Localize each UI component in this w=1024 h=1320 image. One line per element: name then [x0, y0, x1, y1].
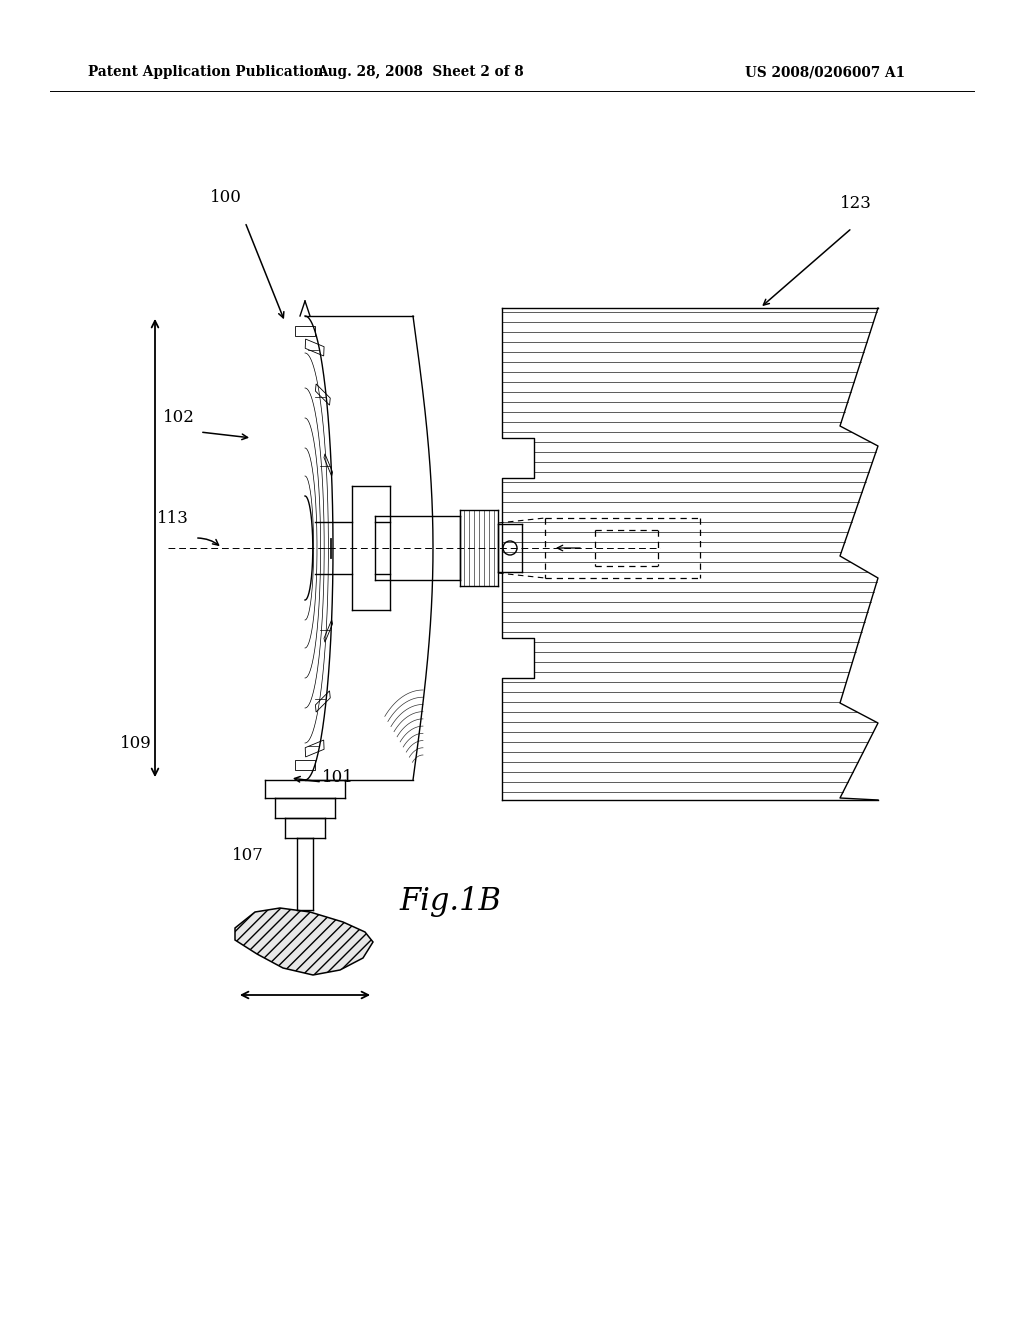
Text: 107: 107 — [232, 847, 264, 865]
Text: 101: 101 — [322, 770, 354, 785]
Text: 113: 113 — [157, 510, 188, 527]
Text: 123: 123 — [840, 195, 871, 213]
Text: Patent Application Publication: Patent Application Publication — [88, 65, 324, 79]
Text: 102: 102 — [163, 409, 195, 426]
Text: US 2008/0206007 A1: US 2008/0206007 A1 — [745, 65, 905, 79]
Text: 109: 109 — [120, 735, 152, 752]
Text: Aug. 28, 2008  Sheet 2 of 8: Aug. 28, 2008 Sheet 2 of 8 — [316, 65, 523, 79]
Polygon shape — [234, 908, 373, 975]
Text: 100: 100 — [210, 189, 242, 206]
Text: Fig.1B: Fig.1B — [399, 886, 501, 917]
